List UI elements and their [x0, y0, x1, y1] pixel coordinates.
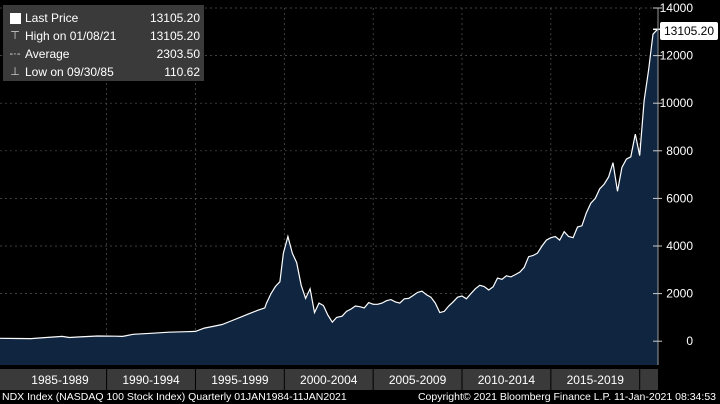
y-tick-label: 14000: [660, 1, 694, 15]
y-tick-label: 12000: [660, 49, 694, 63]
legend-label: Last Price: [25, 11, 79, 25]
x-axis-bar: [0, 369, 658, 390]
y-tick-label: 4000: [666, 239, 693, 253]
x-tick-label: 2005-2009: [389, 373, 447, 387]
legend-value: 13105.20: [149, 29, 200, 43]
x-tick-label: 2015-2019: [567, 373, 625, 387]
legend-item-low: ⊥ Low on 09/30/85 110.62: [3, 63, 204, 81]
price-line: [0, 28, 658, 340]
y-tick-label: 10000: [660, 96, 694, 110]
legend-value: 2303.50: [156, 47, 200, 61]
y-tick-label: 2000: [666, 287, 693, 301]
legend-label: High on 01/08/21: [25, 29, 117, 43]
legend-label: Low on 09/30/85: [25, 65, 114, 79]
average-line-icon: -·-: [9, 48, 21, 60]
filled-square-icon: [9, 11, 21, 25]
legend-value: 110.62: [164, 65, 200, 79]
legend-label: Average: [25, 47, 70, 61]
footer-copyright: Copyright© 2021 Bloomberg Finance L.P. 1…: [417, 391, 716, 403]
low-marker-icon: ⊥: [10, 66, 20, 78]
y-axis-ticks: 0 2000 4000 6000 8000 10000 12000 14000: [653, 1, 693, 365]
legend-item-last-price: Last Price 13105.20: [3, 9, 204, 27]
legend-value: 13105.20: [149, 11, 200, 25]
price-area: [0, 29, 658, 366]
x-axis-ticks: 1985-1989 1990-1994 1995-1999 2000-2004 2005…: [31, 369, 641, 390]
footer-security-info: NDX Index (NASDAQ 100 Stock Index) Quart…: [2, 391, 347, 403]
high-marker-icon: ⊤: [10, 30, 20, 42]
x-tick-label: 2000-2004: [300, 373, 358, 387]
y-tick-label: 0: [686, 334, 693, 348]
x-tick-label: 1985-1989: [31, 373, 89, 387]
legend-item-high: ⊤ High on 01/08/21 13105.20: [3, 27, 204, 45]
last-price-callout: 13105.20: [660, 22, 718, 40]
y-tick-label: 6000: [666, 191, 693, 205]
x-tick-label: 1995-1999: [211, 373, 269, 387]
legend-item-average: -·- Average 2303.50: [3, 45, 204, 63]
x-tick-label: 2010-2014: [478, 373, 536, 387]
y-tick-label: 8000: [666, 144, 693, 158]
legend-box: Last Price 13105.20 ⊤ High on 01/08/21 1…: [3, 5, 204, 81]
x-tick-label: 1990-1994: [122, 373, 180, 387]
